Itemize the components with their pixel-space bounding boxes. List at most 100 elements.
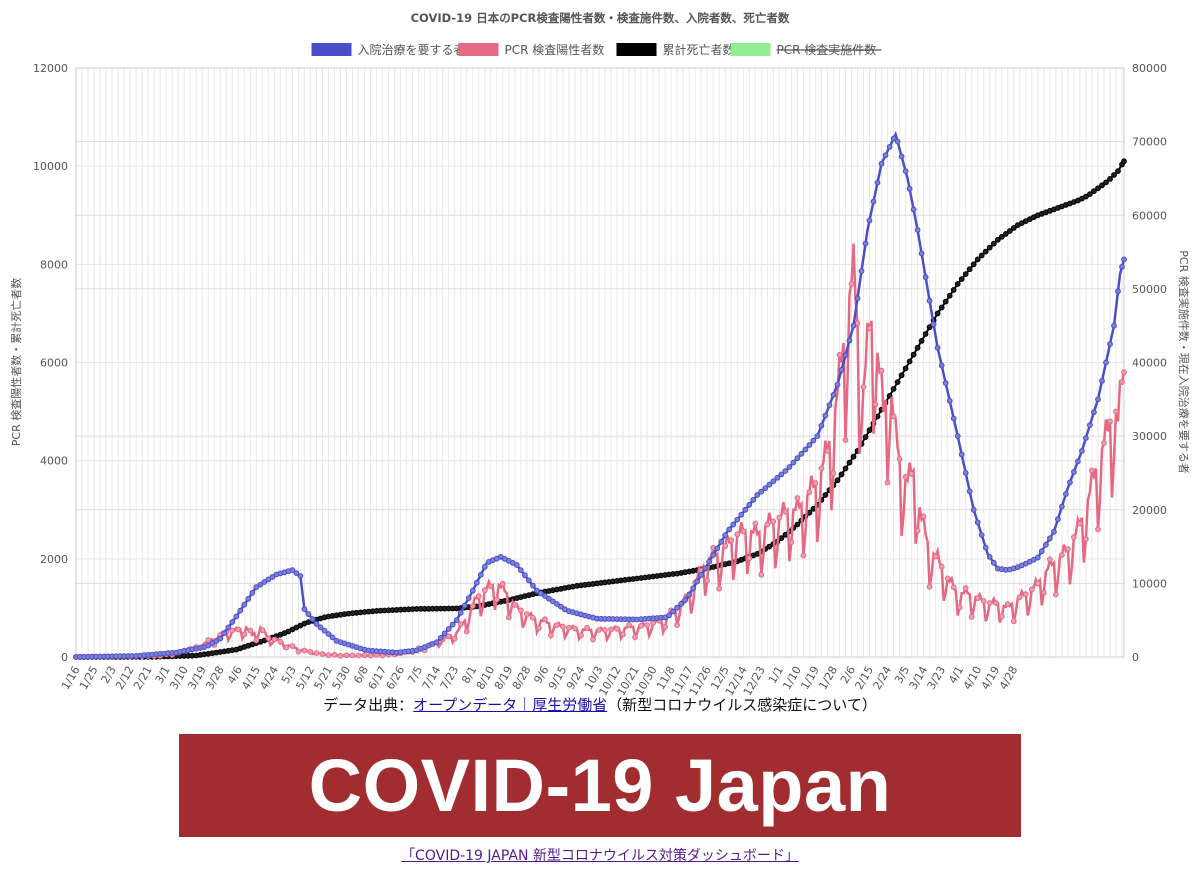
series-point (269, 574, 276, 580)
series-point (722, 532, 729, 539)
y-left-tick-label: 10000 (33, 160, 68, 173)
series-point (237, 607, 244, 614)
series-point (313, 650, 320, 656)
legend-item[interactable]: PCR 検査陽性者数 (458, 42, 605, 57)
series-point (886, 144, 893, 150)
series-point (674, 622, 680, 628)
series-point (834, 477, 841, 484)
series-point (1107, 176, 1113, 182)
series-point (517, 607, 524, 614)
x-tick-label: 3/23 (925, 664, 949, 692)
series-point (309, 616, 316, 622)
source-suffix: （新型コロナウイルス感染症について） (607, 696, 877, 714)
legend-swatch (458, 43, 499, 56)
series-point (253, 584, 260, 590)
series-point (698, 572, 705, 578)
series-point (1121, 158, 1127, 165)
plot-border (75, 67, 1125, 658)
series-point (714, 545, 721, 552)
series-point (437, 635, 444, 641)
series-point (1087, 422, 1093, 429)
source-link[interactable]: オープンデータ｜厚生労働省 (413, 696, 608, 714)
legend-item[interactable]: 入院治療を要する者 (311, 43, 466, 57)
series-point (614, 625, 620, 632)
series-point (1047, 535, 1053, 542)
series-point (337, 652, 344, 659)
series-point (978, 252, 985, 259)
series-point (349, 652, 356, 659)
y-left-tick-label: 2000 (40, 553, 68, 566)
series-point (946, 292, 953, 299)
series-point (702, 565, 709, 572)
series-point (730, 521, 737, 528)
series-point (445, 626, 452, 632)
series-point (293, 570, 300, 576)
series-point (1053, 591, 1059, 598)
series-point (465, 595, 472, 601)
series-point (241, 631, 248, 638)
series-point (914, 227, 921, 233)
legend-label: 入院治療を要する者 (358, 43, 466, 57)
series-point (878, 160, 885, 167)
y-right-tick-label: 50000 (1132, 283, 1167, 296)
series-point (968, 613, 975, 620)
series-point (1087, 191, 1093, 198)
series-point (1107, 418, 1113, 425)
y-right-tick-label: 30000 (1132, 430, 1167, 443)
covid-chart: COVID-19 日本のPCR検査陽性者数・検査施件数、入院者数、死亡者数 入院… (9, 11, 1191, 698)
series-point (934, 310, 941, 317)
series-point (794, 455, 801, 462)
series-point (542, 593, 548, 599)
series-point (513, 562, 520, 568)
covid19-japan-banner[interactable]: COVID-19 Japan (179, 734, 1021, 837)
series-point (596, 627, 602, 633)
series-point (670, 608, 676, 615)
series-point (766, 543, 773, 550)
series-point (1059, 552, 1065, 558)
series-point (542, 616, 548, 622)
legend-item[interactable]: PCR 検査実施件数 (730, 42, 882, 57)
series-point (918, 250, 925, 257)
series-point (812, 480, 819, 487)
series-point (1099, 378, 1105, 384)
series-point (602, 627, 608, 633)
series-point (848, 281, 855, 287)
series-point (974, 519, 981, 526)
series-point (826, 402, 833, 409)
series-point (505, 614, 512, 621)
series-point (526, 577, 532, 584)
series-point (898, 372, 905, 379)
series-point (746, 501, 753, 508)
series-point (361, 652, 368, 659)
series-point (758, 488, 765, 495)
dashboard-link[interactable]: 「COVID-19 JAPAN 新型コロナウイルス対策ダッシュボード」 (401, 848, 799, 864)
series-point (800, 552, 807, 559)
series-point (978, 532, 985, 538)
series-point (453, 617, 460, 624)
series-point (229, 627, 236, 634)
series-point (958, 451, 965, 458)
series-point (962, 585, 969, 591)
series-point (1095, 526, 1101, 533)
series-point (926, 324, 933, 331)
legend-item[interactable]: 累計死亡者数 (616, 42, 735, 57)
series-point (734, 516, 741, 523)
series-point (650, 620, 656, 626)
series-point (265, 635, 272, 642)
series-point (790, 459, 797, 466)
series-point (1089, 467, 1095, 474)
x-tick-label: 2/24 (871, 664, 895, 692)
chart-title: COVID-19 日本のPCR検査陽性者数・検査施件数、入院者数、死亡者数 (411, 11, 790, 25)
series-point (1034, 554, 1041, 561)
series-point (301, 647, 308, 654)
series-point (253, 637, 260, 644)
series-point (473, 579, 480, 586)
series-point (706, 558, 713, 565)
series-point (740, 528, 747, 535)
series-point (1059, 503, 1065, 510)
chart-legend[interactable]: 入院治療を要する者 PCR 検査陽性者数 累計死亡者数 PCR 検査実施件数 (311, 42, 882, 57)
series-point (992, 600, 999, 606)
series-point (974, 256, 981, 263)
series-point (1071, 469, 1077, 475)
x-tick-label: 1/10 (780, 664, 804, 692)
